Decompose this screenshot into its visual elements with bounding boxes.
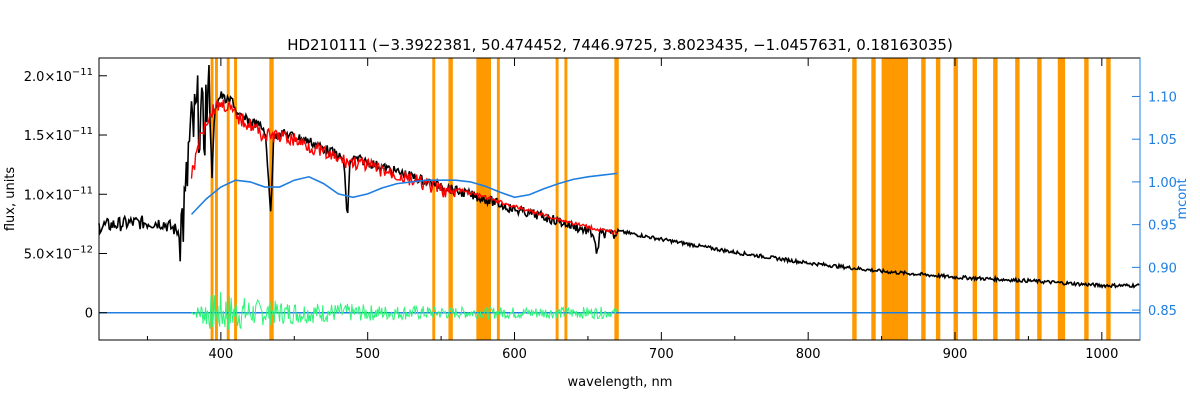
- y2-tick-label-5: 1.10: [1148, 90, 1177, 105]
- masked-band-6: [448, 58, 453, 340]
- masked-band-19: [993, 58, 998, 340]
- masked-band-0: [210, 58, 214, 340]
- masked-band-2: [226, 58, 230, 340]
- masked-band-22: [1057, 58, 1066, 340]
- masked-band-17: [953, 58, 958, 340]
- masked-band-5: [432, 58, 436, 340]
- masked-band-16: [935, 58, 941, 340]
- masked-band-21: [1037, 58, 1042, 340]
- y2-tick-label-0: 0.85: [1148, 304, 1177, 319]
- masked-band-23: [1084, 58, 1089, 340]
- masked-band-1: [214, 58, 218, 340]
- masked-band-11: [614, 58, 619, 340]
- masked-band-3: [234, 58, 238, 340]
- y2-tick-label-4: 1.05: [1148, 133, 1177, 148]
- x-tick-label-1000: 1000: [1085, 347, 1118, 362]
- y2-axis-label: mcont: [1175, 178, 1190, 219]
- masked-band-14: [881, 58, 909, 340]
- x-tick-label-900: 900: [943, 347, 968, 362]
- x-axis: 400 500 600 700 800 900 1000: [146, 58, 1118, 362]
- y-axis-label: flux, units: [3, 167, 18, 232]
- series-mcont: [190, 172, 618, 215]
- series-observed: [98, 64, 1140, 289]
- plot-frame: [98, 57, 1141, 341]
- x-tick-label-800: 800: [796, 347, 821, 362]
- y2-axis: 0.85 0.90 0.95 1.00 1.05 1.10: [1132, 90, 1177, 319]
- masked-band-12: [852, 58, 857, 340]
- series-layer: [98, 64, 1140, 330]
- series-model: [190, 99, 618, 235]
- y-tick-label-3: 1.5×10−11: [24, 126, 93, 144]
- x-axis-label: wavelength, nm: [568, 375, 673, 390]
- x-tick-label-500: 500: [355, 347, 380, 362]
- chart-title: HD210111 (−3.3922381, 50.474452, 7446.97…: [287, 36, 953, 54]
- masked-bands: [210, 58, 1111, 340]
- masked-band-9: [555, 58, 559, 340]
- masked-band-15: [921, 58, 926, 340]
- x-tick-label-400: 400: [208, 347, 233, 362]
- series-residual: [191, 292, 618, 330]
- y2-tick-label-1: 0.90: [1148, 261, 1177, 276]
- masked-band-24: [1106, 58, 1111, 340]
- y-tick-label-1: 5.0×10−12: [24, 245, 93, 263]
- masked-band-10: [564, 58, 568, 340]
- y2-tick-label-2: 0.95: [1148, 219, 1177, 234]
- masked-band-20: [1015, 58, 1020, 340]
- masked-band-8: [496, 58, 500, 340]
- x-tick-label-600: 600: [502, 347, 527, 362]
- y-tick-label-0: 0: [85, 307, 93, 322]
- masked-band-18: [972, 58, 978, 340]
- y-axis: 0 5.0×10−12 1.0×10−11 1.5×10−11 2.0×10−11: [24, 67, 107, 322]
- x-tick-label-700: 700: [649, 347, 674, 362]
- y2-tick-label-3: 1.00: [1148, 176, 1177, 191]
- masked-band-13: [871, 58, 876, 340]
- y-tick-label-2: 1.0×10−11: [24, 185, 93, 203]
- y-tick-label-4: 2.0×10−11: [24, 67, 93, 85]
